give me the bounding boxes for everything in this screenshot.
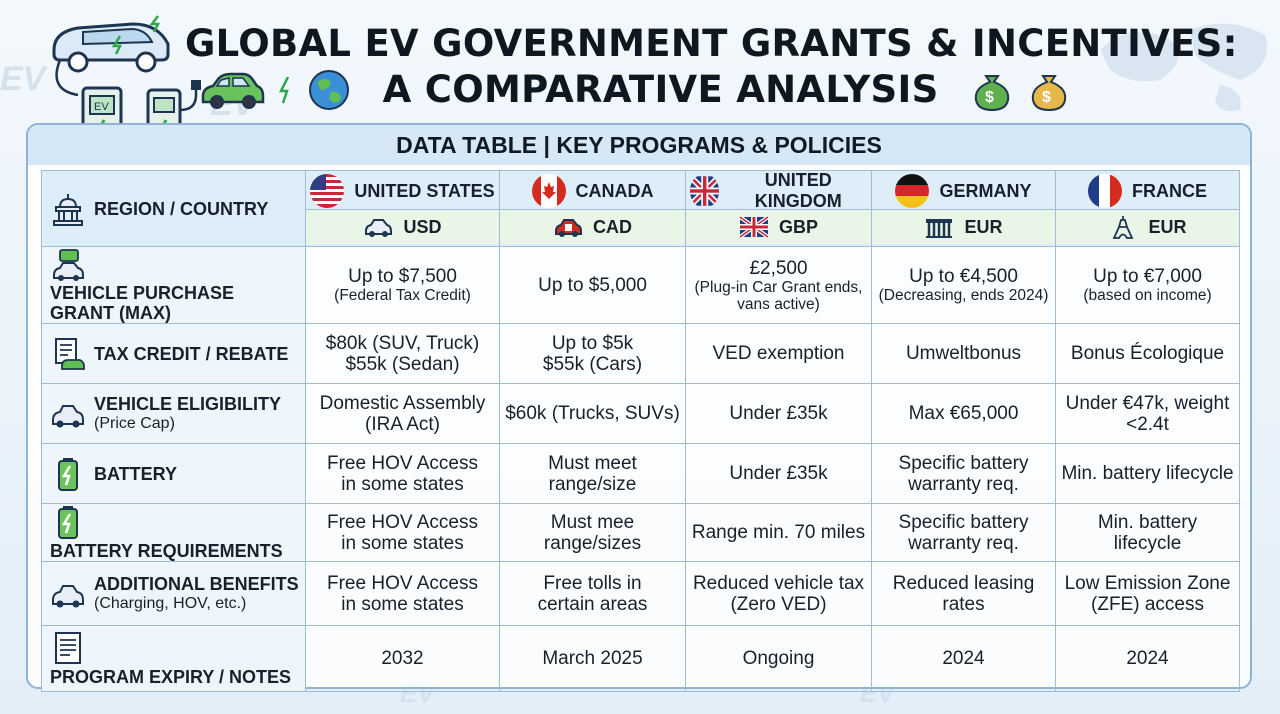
row-label: BATTERY REQUIREMENTS — [41, 503, 306, 562]
brandenburg-gate-icon — [926, 219, 953, 238]
table-cell: $60k (Trucks, SUVs) — [499, 383, 686, 444]
money-bag-icon: $ — [974, 74, 1009, 111]
country-name: UNITED STATES — [354, 180, 495, 201]
country-name: CANADA — [575, 180, 654, 201]
header-row: REGION / COUNTRY UNITED STATES — [41, 170, 1240, 247]
country-name: GERMANY — [939, 180, 1032, 201]
table-cell: Max €65,000 — [871, 383, 1056, 444]
currency-code: EUR — [964, 216, 1003, 237]
notes-document-icon — [55, 632, 81, 664]
table-cell: Under £35k — [685, 443, 872, 504]
country-header-france: FRANCE EUR — [1055, 170, 1240, 247]
comparison-table: REGION / COUNTRY UNITED STATES — [41, 170, 1240, 692]
table-cell: VED exemption — [685, 323, 872, 384]
country-name: UNITED KINGDOM — [754, 170, 842, 212]
table-cell: Bonus Écologique — [1055, 323, 1240, 384]
table-cell: Up to €4,500 (Decreasing, ends 2024) — [871, 246, 1056, 324]
table-cell: Up to €7,000 (based on income) — [1055, 246, 1240, 324]
table-row: TAX CREDIT / REBATE $80k (SUV, Truck) $5… — [41, 323, 1240, 384]
country-name: FRANCE — [1132, 180, 1207, 201]
row-label: TAX CREDIT / REBATE — [41, 323, 306, 384]
canada-car-icon — [555, 219, 582, 237]
table-cell: 2024 — [1055, 625, 1240, 692]
table-cell: Up to $5,000 — [499, 246, 686, 324]
table-cell: Domestic Assembly (IRA Act) — [305, 383, 500, 444]
row-label: VEHICLE PURCHASE GRANT (MAX) — [41, 246, 306, 324]
table-row: VEHICLE ELIGIBILITY (Price Cap) Domestic … — [41, 383, 1240, 444]
world-map-icon — [1100, 23, 1268, 112]
france-flag-icon — [1088, 174, 1122, 208]
table-cell: £2,500 (Plug-in Car Grant ends, vans acti… — [685, 246, 872, 324]
battery-icon — [58, 506, 78, 539]
row-label: PROGRAM EXPIRY / NOTES — [41, 625, 306, 692]
table-cell: Ongoing — [685, 625, 872, 692]
table-cell: Min. battery lifecycle — [1055, 443, 1240, 504]
region-country-header: REGION / COUNTRY — [41, 170, 306, 247]
svg-text:$: $ — [1042, 89, 1051, 106]
uk-flag-icon — [690, 174, 720, 208]
data-table-panel: DATA TABLE | KEY PROGRAMS & POLICIES REG… — [26, 123, 1252, 692]
table-cell: Specific battery warranty req. — [871, 503, 1056, 562]
row-label: VEHICLE ELIGIBILITY (Price Cap) — [41, 383, 306, 444]
table-cell: Reduced vehicle tax (Zero VED) — [685, 561, 872, 626]
car-money-icon — [53, 249, 84, 281]
table-row: BATTERY REQUIREMENTS Free HOV Access in … — [41, 503, 1240, 562]
table-cell: Must mee range/sizes — [499, 503, 686, 562]
page-title-line-2: A COMPARATIVE ANALYSIS $ $ — [185, 66, 1085, 112]
table-row: VEHICLE PURCHASE GRANT (MAX) Up to $7,50… — [41, 246, 1240, 324]
battery-icon — [58, 457, 78, 491]
table-cell: 2032 — [305, 625, 500, 692]
us-flag-icon — [310, 174, 345, 208]
eiffel-tower-icon — [1113, 216, 1134, 239]
germany-flag-icon — [895, 174, 930, 208]
table-cell: Free HOV Access in some states — [305, 443, 500, 504]
table-title: DATA TABLE | KEY PROGRAMS & POLICIES — [28, 125, 1250, 165]
green-car-icon — [201, 72, 265, 109]
table-row: ADDITIONAL BENEFITS (Charging, HOV, etc.)… — [41, 561, 1240, 626]
table-cell: Specific battery warranty req. — [871, 443, 1056, 504]
table-cell: $80k (SUV, Truck) $55k (Sedan) — [305, 323, 500, 384]
table-cell: Umweltbonus — [871, 323, 1056, 384]
page-title-line-1: GLOBAL EV GOVERNMENT GRANTS & INCENTIVES… — [185, 22, 1238, 65]
table-cell: Range min. 70 miles — [685, 503, 872, 562]
money-bag-icon: $ — [1031, 74, 1067, 111]
canada-flag-icon — [531, 174, 566, 208]
background-watermark: EV — [0, 60, 46, 98]
table-row: PROGRAM EXPIRY / NOTES 2032 March 2025 O… — [41, 625, 1240, 692]
table-cell: 2024 — [871, 625, 1056, 692]
currency-code: EUR — [1148, 216, 1187, 237]
table-cell: Must meet range/size — [499, 443, 686, 504]
table-cell: Free tolls in certain areas — [499, 561, 686, 626]
currency-code: GBP — [778, 216, 818, 237]
table-cell: Under €47k, weight <2.4t — [1055, 383, 1240, 444]
tax-document-icon — [55, 337, 85, 370]
lightning-icon — [279, 75, 290, 103]
table-cell: Free HOV Access in some states — [305, 503, 500, 562]
currency-code: USD — [403, 216, 442, 237]
capitol-building-icon — [53, 193, 83, 226]
table-row: BATTERY Free HOV Access in some states M… — [41, 443, 1240, 504]
table-cell: Up to $7,500 (Federal Tax Credit) — [305, 246, 500, 324]
country-header-united-states: UNITED STATES USD — [305, 170, 500, 247]
svg-text:$: $ — [985, 89, 994, 106]
charger-screen-label: EV — [94, 101, 109, 113]
row-label: ADDITIONAL BENEFITS (Charging, HOV, etc.) — [41, 561, 306, 626]
table-cell: Reduced leasing rates — [871, 561, 1056, 626]
table-cell: Up to $5k $55k (Cars) — [499, 323, 686, 384]
table-cell: Free HOV Access in some states — [305, 561, 500, 626]
table-cell: March 2025 — [499, 625, 686, 692]
country-header-canada: CANADA CAD — [499, 170, 686, 247]
car-icon — [52, 404, 84, 427]
currency-code: CAD — [593, 216, 632, 237]
car-icon — [365, 219, 393, 237]
table-cell: Under £35k — [685, 383, 872, 444]
table-cell: Min. battery lifecycle — [1055, 503, 1240, 562]
row-label: BATTERY — [41, 443, 306, 504]
table-cell: Low Emission Zone (ZFE) access — [1055, 561, 1240, 626]
globe-icon — [309, 69, 350, 110]
country-header-united-kingdom: UNITED KINGDOM GBP — [685, 170, 872, 247]
country-header-germany: GERMANY EUR — [871, 170, 1056, 247]
uk-flag-small-icon — [738, 215, 769, 239]
car-icon — [52, 584, 84, 607]
